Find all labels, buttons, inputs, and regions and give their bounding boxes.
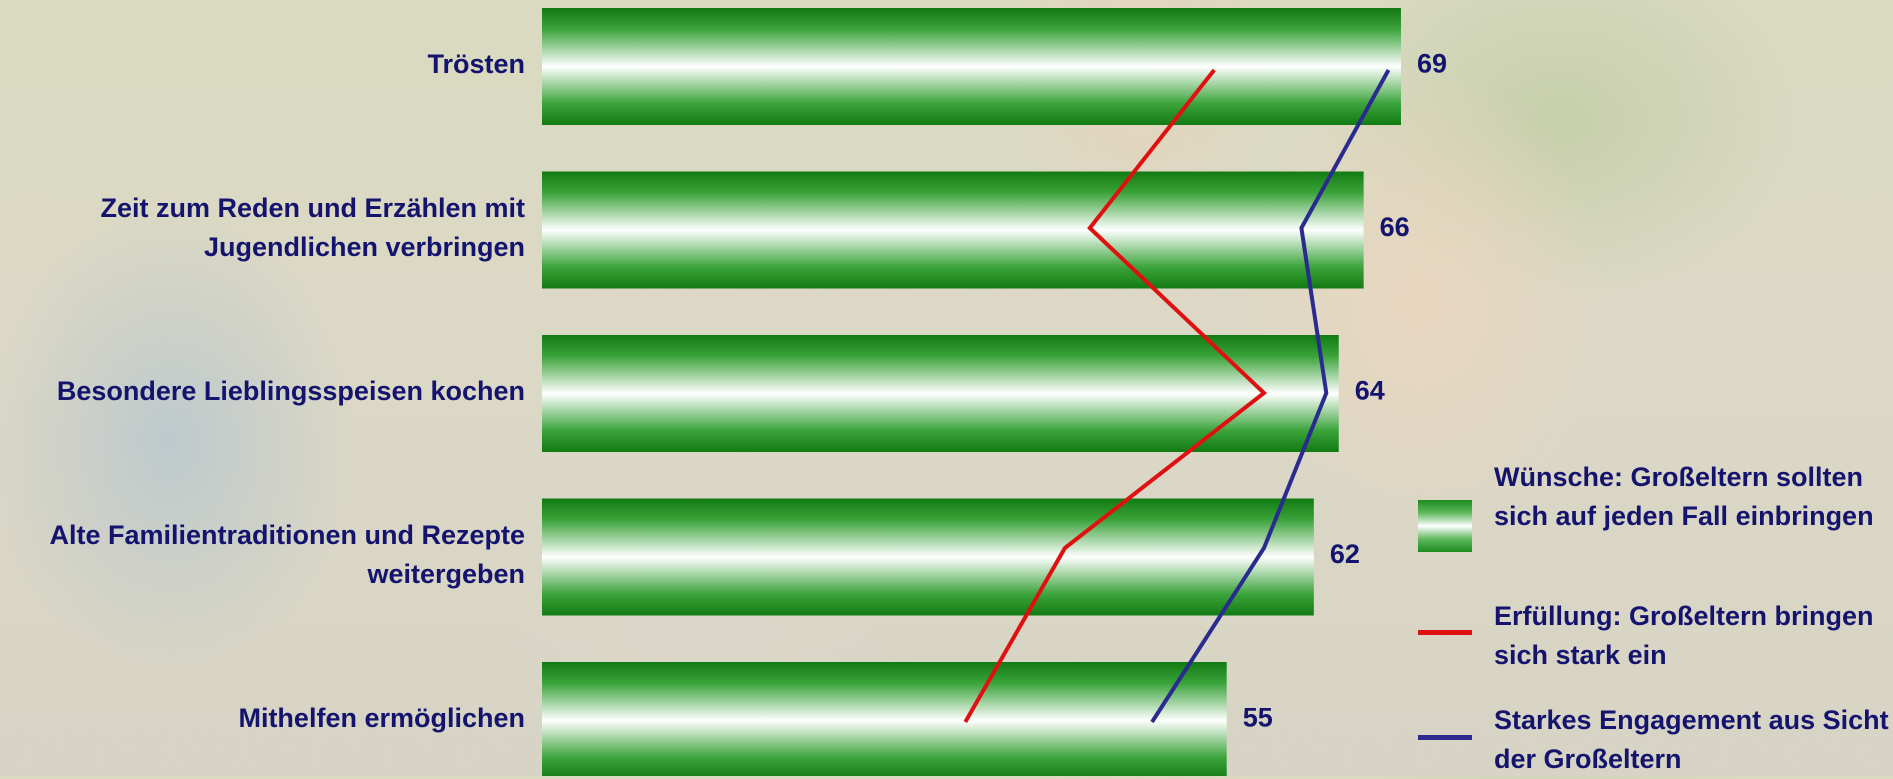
legend-swatch-engagement <box>1418 735 1472 740</box>
legend-swatch-wishes <box>1418 500 1472 552</box>
value-label-1: 66 <box>1380 212 1410 242</box>
bar-0 <box>542 8 1401 125</box>
legend-label-engagement: Starkes Engagement aus Sicht der Großelt… <box>1494 705 1889 774</box>
legend-label-wishes: Wünsche: Großeltern sollten sich auf jed… <box>1494 462 1874 531</box>
bar-1 <box>542 171 1364 289</box>
bar-2 <box>542 335 1339 452</box>
value-label-4: 55 <box>1243 703 1273 733</box>
legend-label-fulfillment: Erfüllung: Großeltern bringen sich stark… <box>1494 601 1874 670</box>
line-series-1 <box>963 68 1268 723</box>
category-label-0: Trösten <box>427 49 525 79</box>
category-label-1: Zeit zum Reden und Erzählen mit Jugendli… <box>100 193 525 262</box>
value-label-0: 69 <box>1417 49 1447 79</box>
value-label-3: 62 <box>1330 539 1360 569</box>
legend-swatch-fulfillment <box>1418 630 1472 635</box>
category-label-2: Besondere Lieblingsspeisen kochen <box>56 376 525 406</box>
category-label-4: Mithelfen ermöglichen <box>238 703 525 733</box>
line-series-2 <box>1150 69 1391 724</box>
bar-4 <box>542 662 1227 776</box>
category-label-3: Alte Familientraditionen und Rezepte wei… <box>49 520 525 589</box>
value-label-2: 64 <box>1355 376 1385 406</box>
bar-3 <box>542 498 1314 616</box>
